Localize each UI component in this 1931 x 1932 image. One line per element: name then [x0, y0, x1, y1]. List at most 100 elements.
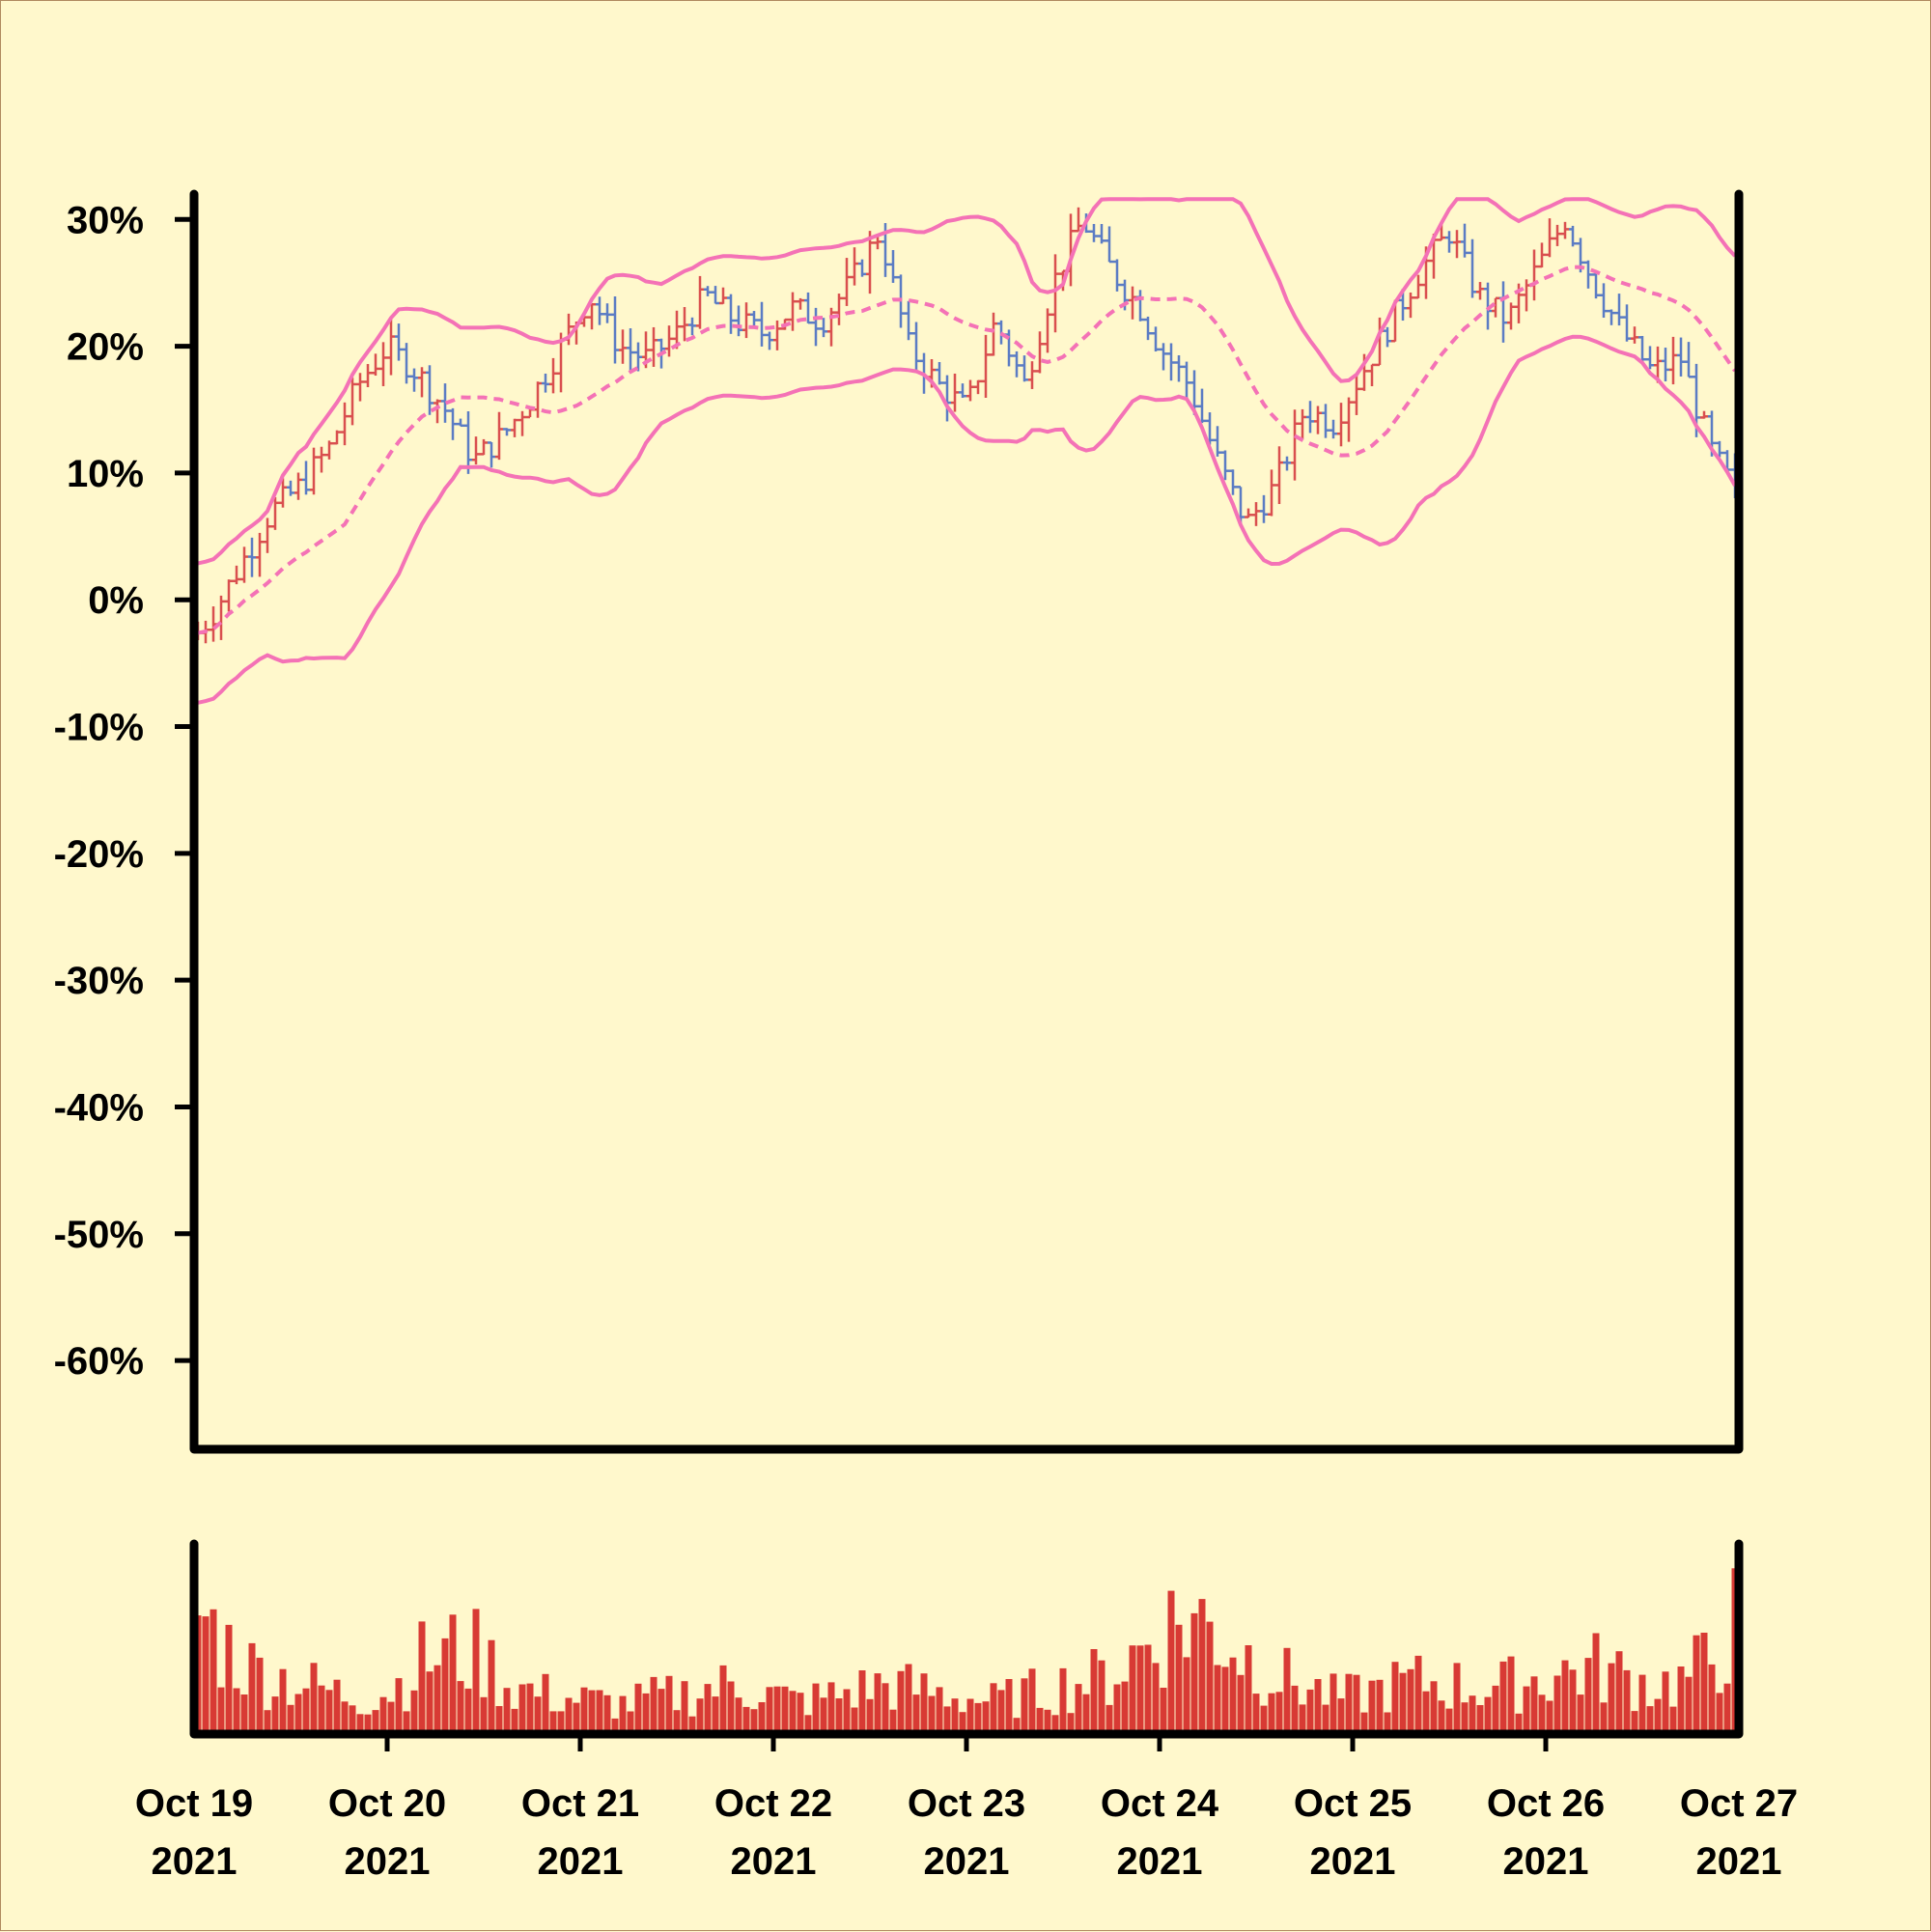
ohlc-bar — [1469, 238, 1476, 298]
ohlc-bar — [742, 302, 750, 339]
volume-bar — [1136, 1645, 1144, 1734]
ohlc-bar — [936, 361, 943, 385]
volume-bar — [936, 1687, 943, 1734]
ohlc-bar — [1113, 259, 1121, 292]
y-tick-label: 20% — [67, 326, 144, 369]
x-tick-label-year: 2021 — [538, 1840, 624, 1883]
volume-bar — [457, 1681, 464, 1734]
ohlc-bar — [1345, 397, 1353, 442]
ohlc-bar — [256, 532, 264, 577]
ohlc-bar — [1592, 272, 1600, 299]
volume-bar — [1121, 1681, 1129, 1734]
volume-bar — [1206, 1621, 1214, 1734]
volume-bar — [1445, 1708, 1453, 1734]
volume-bar — [642, 1693, 650, 1734]
ohlc-bar — [650, 326, 658, 367]
volume-bar — [797, 1693, 804, 1734]
volume-bar — [920, 1673, 928, 1734]
ohlc-bar — [1229, 469, 1237, 495]
ohlc-bar — [1183, 361, 1190, 399]
ohlc-bar — [372, 353, 379, 377]
volume-bar — [511, 1708, 518, 1734]
volume-bar — [488, 1639, 495, 1734]
volume-bar — [341, 1701, 349, 1734]
volume-bar — [1615, 1651, 1623, 1734]
volume-bar — [990, 1683, 997, 1734]
volume-bar — [1646, 1706, 1654, 1734]
ohlc-bar — [1445, 231, 1453, 253]
ohlc-bar — [418, 367, 426, 398]
volume-bar — [1662, 1671, 1669, 1734]
volume-bar — [1469, 1695, 1476, 1734]
ohlc-bar — [1677, 337, 1685, 377]
volume-bar — [387, 1701, 395, 1734]
ohlc-bar — [1090, 223, 1098, 242]
volume-bar — [1669, 1706, 1677, 1734]
volume-bar — [1708, 1664, 1716, 1734]
ohlc-bar — [1638, 335, 1646, 362]
price-axes — [189, 189, 1744, 1454]
ohlc-bar — [426, 365, 434, 415]
volume-bar — [542, 1673, 549, 1734]
y-axis-ticks: 30% 20% 10% 0% -10% -20% -30% -40% -50% -60% — [54, 199, 194, 1383]
volume-bar — [1314, 1679, 1322, 1734]
ohlc-bar — [1476, 282, 1484, 300]
ohlc-bar — [410, 368, 418, 392]
volume-bar — [1028, 1668, 1036, 1734]
x-tick-label-year: 2021 — [1117, 1840, 1203, 1883]
volume-bar — [1036, 1707, 1044, 1734]
x-tick-label-year: 2021 — [731, 1840, 817, 1883]
volume-bar — [1422, 1691, 1430, 1734]
volume-bar — [1530, 1676, 1538, 1734]
volume-bar — [851, 1707, 858, 1734]
ohlc-bar — [1329, 419, 1337, 439]
volume-bar — [1384, 1712, 1391, 1734]
ohlc-bar — [1322, 404, 1329, 438]
ohlc-bar — [480, 438, 488, 456]
ohlc-bar — [1507, 302, 1515, 330]
volume-bar — [681, 1681, 688, 1734]
ohlc-bar — [1623, 304, 1631, 342]
volume-bar — [603, 1694, 611, 1734]
x-tick-label-date: Oct 27 — [1680, 1782, 1798, 1825]
ohlc-bar — [603, 303, 611, 323]
volume-bar — [565, 1697, 573, 1734]
ohlc-bar — [820, 318, 827, 338]
y-tick-label: -10% — [54, 707, 144, 749]
ohlc-bar — [364, 364, 372, 388]
volume-bar — [1368, 1680, 1376, 1734]
ohlc-bar — [758, 301, 766, 347]
volume-bar — [1098, 1660, 1105, 1734]
ohlc-bar — [341, 402, 349, 446]
ohlc-bar — [1608, 309, 1615, 325]
volume-bar — [611, 1718, 619, 1734]
ohlc-bar — [1252, 502, 1260, 526]
ohlc-bar — [379, 342, 387, 386]
volume-bar — [1399, 1672, 1407, 1734]
volume-bar — [1631, 1711, 1638, 1734]
volume-bar — [974, 1702, 982, 1734]
volume-bar — [812, 1683, 820, 1734]
volume-bar — [418, 1621, 426, 1734]
ohlc-bar — [240, 546, 248, 583]
ohlc-bar — [225, 579, 233, 612]
volume-bar — [1152, 1663, 1160, 1734]
ohlc-bar — [1615, 294, 1623, 326]
volume-bar — [719, 1665, 727, 1734]
volume-bar — [395, 1678, 403, 1734]
volume-bar — [1113, 1684, 1121, 1734]
ohlc-bar — [912, 322, 920, 373]
volume-bar — [1260, 1705, 1268, 1734]
volume-bar — [1013, 1718, 1021, 1734]
ohlc-bar — [395, 323, 403, 361]
volume-bar — [1075, 1684, 1082, 1734]
volume-bar — [889, 1709, 897, 1734]
volume-bar — [518, 1684, 526, 1734]
volume-bar — [1391, 1662, 1399, 1734]
ohlc-bar — [982, 334, 990, 398]
volume-bar — [1476, 1705, 1484, 1734]
volume-bar — [1167, 1590, 1175, 1734]
volume-bar — [1716, 1693, 1723, 1734]
ohlc-bar — [457, 418, 464, 428]
volume-bar — [1569, 1669, 1577, 1734]
